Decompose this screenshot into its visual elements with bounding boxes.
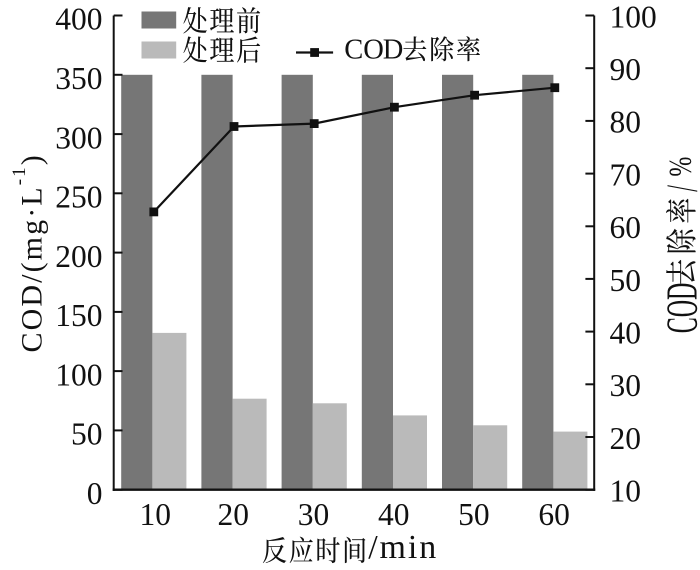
svg-text:350: 350 [55,61,102,96]
svg-text:40: 40 [610,316,642,351]
svg-text:250: 250 [55,180,102,215]
svg-text:70: 70 [610,157,642,192]
svg-text:10: 10 [610,474,642,509]
svg-text:150: 150 [55,298,102,333]
svg-text:30: 30 [298,497,330,532]
svg-text:300: 300 [55,120,102,155]
svg-text:/min: /min [368,529,438,566]
svg-text:C: C [344,34,363,65]
svg-text:0: 0 [87,476,103,511]
svg-text:%: % [662,157,699,177]
svg-text:200: 200 [55,239,102,274]
svg-text:40: 40 [378,497,410,532]
svg-text:COD: COD [657,283,700,334]
svg-text:10: 10 [140,497,172,532]
svg-text:100: 100 [55,357,102,392]
svg-text:90: 90 [610,52,642,87]
svg-text:/: / [657,185,700,192]
svg-text:O: O [363,34,384,65]
svg-text:COD/(mg·L-1): COD/(mg·L-1) [9,153,49,352]
svg-text:50: 50 [610,263,642,298]
svg-text:400: 400 [55,2,102,37]
svg-text:100: 100 [610,0,657,34]
svg-text:D: D [383,34,404,65]
svg-text:30: 30 [610,368,642,403]
svg-text:60: 60 [538,497,570,532]
svg-text:60: 60 [610,210,642,245]
svg-text:80: 80 [610,105,642,140]
svg-text:20: 20 [218,497,250,532]
svg-text:50: 50 [71,417,103,452]
svg-text:20: 20 [610,421,642,456]
svg-text:50: 50 [458,497,490,532]
